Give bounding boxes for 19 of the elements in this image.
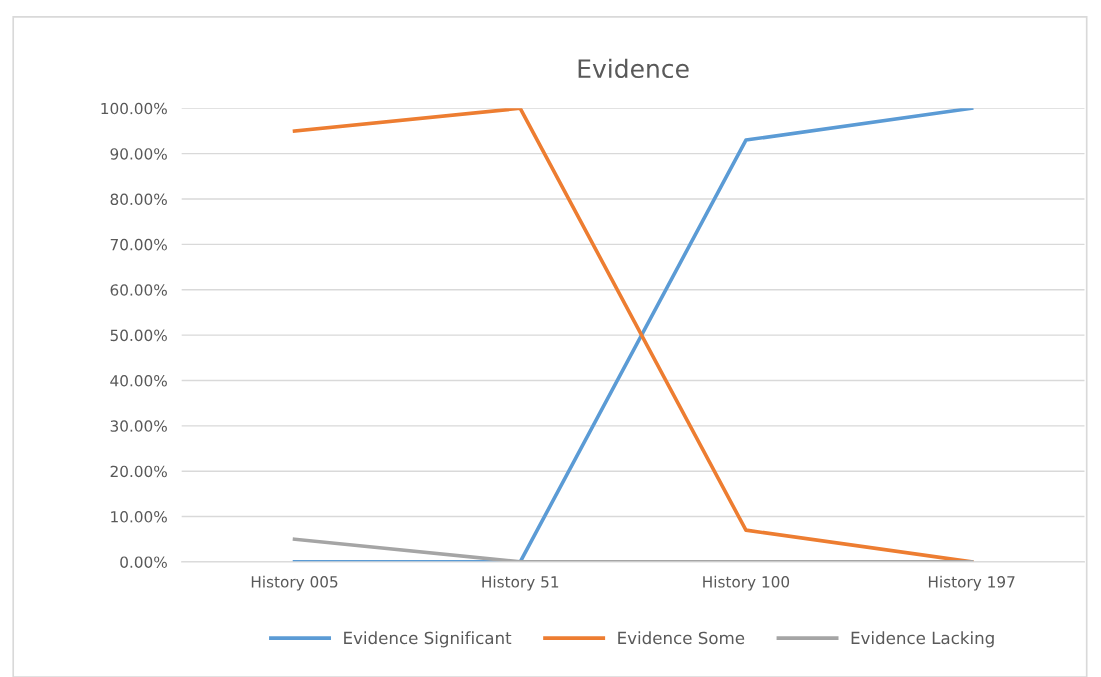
y-tick-label: 30.00% <box>110 420 167 432</box>
y-tick-label: 50.00% <box>110 329 167 342</box>
y-tick-label: 0.00% <box>120 556 167 568</box>
y-tick-label: 20.00% <box>110 465 167 478</box>
y-tick-label: 40.00% <box>110 374 167 387</box>
y-tick-label: 70.00% <box>110 238 167 251</box>
x-tick-label: History 100 <box>703 575 790 591</box>
y-tick-label: 10.00% <box>111 511 167 523</box>
x-tick-label: History 005 <box>251 575 338 591</box>
legend-label: Evidence Significant <box>344 631 512 648</box>
x-tick-label: History 51 <box>482 575 559 591</box>
y-tick-label: 80.00% <box>110 193 167 206</box>
legend-label: Evidence Some <box>618 631 745 645</box>
y-tick-label: 90.00% <box>110 148 167 160</box>
y-tick-label: 100.00% <box>101 102 167 115</box>
chart-title: Evidence <box>578 58 689 79</box>
x-tick-label: History 197 <box>928 575 1015 591</box>
y-tick-label: 60.00% <box>110 284 167 296</box>
legend-label: Evidence Lacking <box>851 631 994 648</box>
